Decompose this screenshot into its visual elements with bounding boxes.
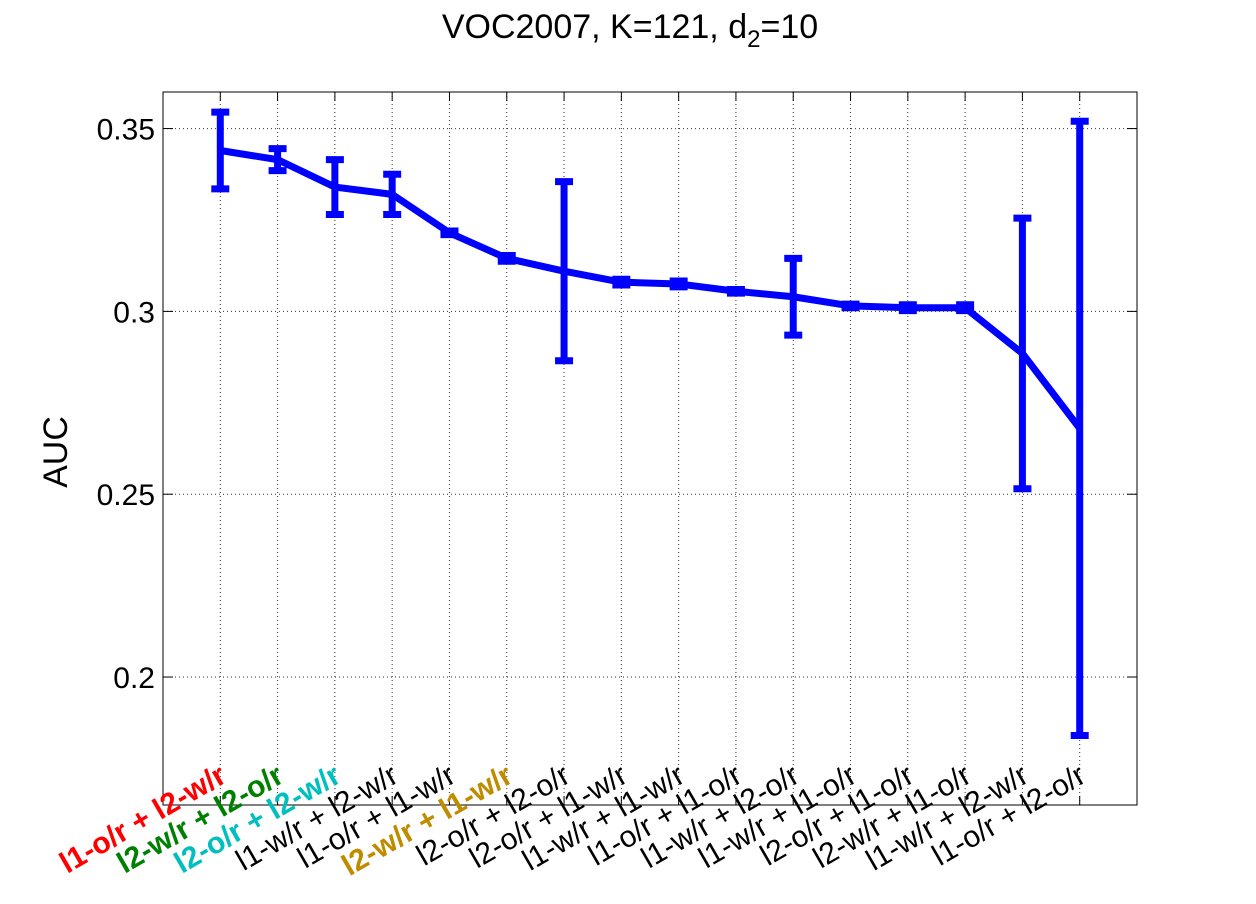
chart-title: VOC2007, K=121, d2=10 xyxy=(442,8,818,53)
y-tick-label: 0.25 xyxy=(97,479,155,512)
y-tick-label: 0.35 xyxy=(97,114,155,147)
chart-title-subscript: 2 xyxy=(747,26,760,53)
chart-title-main: VOC2007, K=121, d xyxy=(442,8,747,46)
series-layer xyxy=(211,108,1089,740)
grid-layer xyxy=(163,92,1137,805)
series-line xyxy=(219,147,1083,431)
chart-title-suffix: =10 xyxy=(760,8,818,46)
axes-layer xyxy=(162,91,1138,806)
plot-area-frame xyxy=(162,91,1138,806)
y-axis-label: AUC xyxy=(37,416,75,488)
y-tick-label: 0.3 xyxy=(113,296,155,329)
y-tick-label: 0.2 xyxy=(113,662,155,695)
y-tick-layer: 0.2 0.25 0.3 0.35 xyxy=(97,114,155,695)
x-tick-label-layer: l1-o/r + l2-w/rl2-w/r + l2-o/rl2-o/r + l… xyxy=(54,758,1091,882)
